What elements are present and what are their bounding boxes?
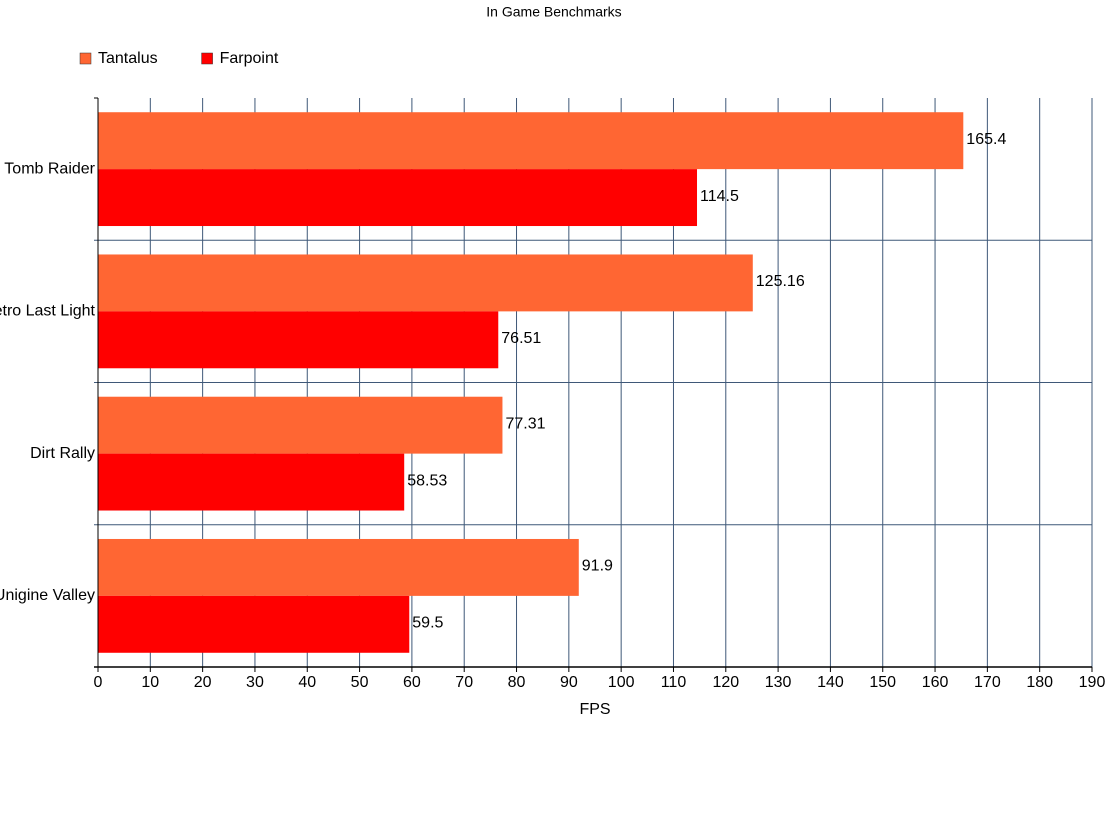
y-tick-label: Unigine Valley (0, 587, 95, 604)
x-tick-label: 190 (1079, 674, 1106, 691)
x-tick-label: 0 (94, 674, 103, 691)
data-label: 165.4 (966, 131, 1006, 148)
y-tick-label: Metro Last Light (0, 303, 96, 320)
x-tick-label: 20 (194, 674, 212, 691)
data-label: 91.9 (582, 558, 613, 575)
y-tick-label: Tomb Raider (4, 160, 95, 177)
y-tick-label: Dirt Rally (30, 445, 95, 462)
data-label: 114.5 (700, 188, 739, 205)
legend-swatch (79, 52, 92, 65)
data-label: 77.31 (505, 415, 545, 432)
bar (98, 112, 964, 170)
chart-title: In Game Benchmarks (486, 4, 621, 20)
data-label: 58.53 (407, 472, 447, 489)
x-tick-label: 130 (765, 674, 792, 691)
x-tick-label: 10 (141, 674, 159, 691)
data-label: 125.16 (756, 273, 805, 290)
bar (98, 311, 499, 369)
x-tick-label: 160 (922, 674, 949, 691)
x-tick-label: 100 (608, 674, 635, 691)
x-tick-label: 140 (817, 674, 844, 691)
x-tick-label: 40 (298, 674, 316, 691)
legend-label: Tantalus (98, 50, 158, 67)
x-tick-label: 110 (661, 674, 687, 691)
legend-swatch (201, 52, 213, 65)
legend-label: Farpoint (220, 50, 279, 67)
data-label: 59.5 (412, 615, 443, 632)
x-tick-label: 180 (1026, 674, 1053, 691)
bar (98, 595, 410, 653)
bar (98, 169, 698, 227)
x-tick-label: 80 (508, 674, 526, 691)
bar (98, 538, 579, 596)
x-tick-label: 170 (974, 674, 1001, 691)
bar (98, 453, 405, 511)
bar (98, 396, 503, 454)
data-label: 76.51 (501, 330, 541, 347)
x-axis-label: FPS (579, 701, 610, 718)
x-tick-label: 90 (560, 674, 578, 691)
x-tick-label: 30 (246, 674, 264, 691)
bar (98, 254, 753, 312)
x-tick-label: 60 (403, 674, 421, 691)
x-tick-label: 50 (351, 674, 369, 691)
x-tick-label: 120 (712, 674, 739, 691)
x-tick-label: 70 (455, 674, 473, 691)
x-tick-label: 150 (869, 674, 896, 691)
